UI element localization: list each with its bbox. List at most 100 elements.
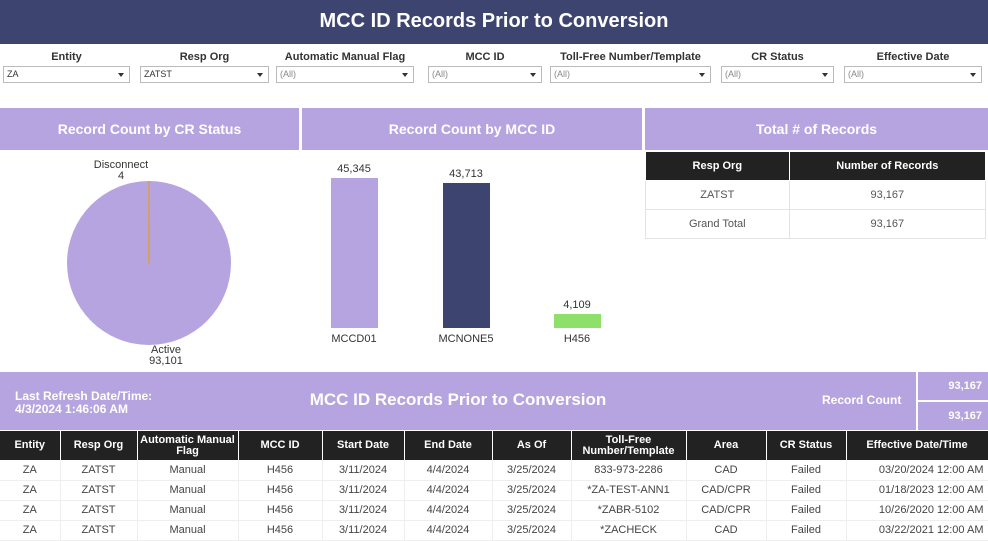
filter-label: CR Status: [751, 51, 804, 63]
column-header-toll-free-number-template[interactable]: Toll-Free Number/Template: [571, 431, 687, 460]
chevron-down-icon: [970, 73, 976, 77]
column-header-cr-status[interactable]: CR Status: [766, 431, 847, 460]
filter-toll-free-number-template: Toll-Free Number/Template (All): [550, 50, 711, 83]
bar-h456[interactable]: [553, 314, 601, 328]
table-cell: Manual: [137, 500, 239, 521]
filter-effective-date: Effective Date (All): [844, 50, 982, 83]
table-cell: Failed: [766, 520, 847, 541]
filter-label: Resp Org: [179, 51, 230, 63]
table-cell: 3/25/2024: [492, 520, 572, 541]
table-cell: Manual: [137, 460, 239, 481]
totals-cell: 93,167: [788, 209, 987, 239]
table-row[interactable]: ZA ZATST Manual H456 3/11/2024 4/4/2024 3/25/2…: [0, 500, 988, 521]
table-row[interactable]: ZA ZATST Manual H456 3/11/2024 4/4/2024 3/25/2…: [0, 480, 988, 501]
totals-header-number-of-records: Number of Records: [788, 151, 987, 181]
chevron-down-icon: [530, 73, 536, 77]
filter-dropdown-resp-org[interactable]: ZATST: [140, 66, 269, 83]
table-cell: CAD/CPR: [686, 500, 767, 521]
table-cell: 3/11/2024: [322, 520, 405, 541]
column-header-resp-org[interactable]: Resp Org: [60, 431, 138, 460]
filter-label: Toll-Free Number/Template: [560, 51, 701, 63]
mcc-id-bar-chart: 45,345 MCCD01 43,713 MCNONE5 4,109 H456: [302, 150, 642, 370]
records-table: Entity Resp Org Automatic Manual Flag MCC I…: [0, 431, 988, 541]
table-row[interactable]: ZA ZATST Manual H456 3/11/2024 4/4/2024 3/25/2…: [0, 520, 988, 541]
table-cell: ZA: [0, 480, 61, 501]
table-row[interactable]: ZA ZATST Manual H456 3/11/2024 4/4/2024 3/25/2…: [0, 460, 988, 481]
mcc-id-panel-title: Record Count by MCC ID: [302, 108, 642, 150]
table-cell: Failed: [766, 480, 847, 501]
record-count-value-2: 93,167: [918, 402, 988, 430]
records-banner: Last Refresh Date/Time: 4/3/2024 1:46:06…: [0, 372, 916, 430]
filter-dropdown-toll-free-number-template[interactable]: (All): [550, 66, 711, 83]
table-cell: 10/26/2020 12:00 AM: [846, 500, 988, 521]
pie-value-disconnect: 4: [117, 170, 125, 182]
table-cell: 3/11/2024: [322, 460, 405, 481]
table-cell: Manual: [137, 520, 239, 541]
column-header-entity[interactable]: Entity: [0, 431, 61, 460]
table-cell: 4/4/2024: [404, 460, 493, 481]
record-count-value: 93,167: [918, 372, 988, 400]
filter-dropdown-automatic-manual-flag[interactable]: (All): [276, 66, 414, 83]
filter-entity: Entity ZA: [3, 50, 130, 83]
filter-label: MCC ID: [465, 51, 505, 63]
chevron-down-icon: [822, 73, 828, 77]
total-records-panel-title: Total # of Records: [645, 108, 988, 150]
table-cell: 4/4/2024: [404, 480, 493, 501]
table-cell: 4/4/2024: [404, 500, 493, 521]
table-cell: Failed: [766, 500, 847, 521]
filter-dropdown-cr-status[interactable]: (All): [721, 66, 834, 83]
last-refresh: Last Refresh Date/Time: 4/3/2024 1:46:06…: [15, 390, 152, 416]
column-header-automatic-manual-flag[interactable]: Automatic Manual Flag: [137, 431, 239, 460]
records-title: MCC ID Records Prior to Conversion: [309, 390, 607, 409]
totals-cell: 93,167: [788, 180, 987, 210]
table-cell: ZATST: [60, 480, 138, 501]
filter-mcc-id: MCC ID (All): [428, 50, 542, 83]
bar-value-label: 43,713: [449, 168, 483, 181]
bar-category-label: MCNONE5: [438, 333, 494, 345]
table-cell: 4/4/2024: [404, 520, 493, 541]
record-count-label: Record Count: [822, 393, 902, 407]
column-header-end-date[interactable]: End Date: [404, 431, 493, 460]
bar-mccd01[interactable]: [330, 178, 378, 328]
cr-status-panel-title: Record Count by CR Status: [0, 108, 299, 150]
pie-label-disconnect: Disconnect 4: [85, 160, 157, 182]
total-records-table: Resp Org Number of Records ZATST 93,167 Gra…: [645, 151, 987, 239]
column-header-area[interactable]: Area: [686, 431, 767, 460]
column-header-as-of[interactable]: As Of: [492, 431, 572, 460]
last-refresh-value: 4/3/2024 1:46:06 AM: [15, 402, 128, 416]
pie-svg: [67, 180, 231, 345]
filter-label: Entity: [51, 51, 82, 63]
chevron-down-icon: [699, 73, 705, 77]
column-header-mcc-id[interactable]: MCC ID: [238, 431, 323, 460]
table-cell: H456: [238, 500, 323, 521]
filter-dropdown-mcc-id[interactable]: (All): [428, 66, 542, 83]
table-cell: 833-973-2286: [571, 460, 687, 481]
table-cell: *ZABR-5102: [571, 500, 687, 521]
last-refresh-label: Last Refresh Date/Time:: [15, 389, 153, 403]
column-header-effective-date-time[interactable]: Effective Date/Time: [846, 431, 988, 460]
bar-mcnone5[interactable]: [442, 183, 490, 328]
table-cell: ZATST: [60, 520, 138, 541]
table-cell: 03/22/2021 12:00 AM: [846, 520, 988, 541]
table-cell: ZATST: [60, 500, 138, 521]
filter-resp-org: Resp Org ZATST: [140, 50, 269, 83]
table-cell: *ZACHECK: [571, 520, 687, 541]
bar-value-label: 45,345: [337, 163, 371, 175]
table-cell: H456: [238, 520, 323, 541]
table-cell: H456: [238, 460, 323, 481]
bar-category-label: H456: [563, 333, 591, 345]
filter-dropdown-effective-date[interactable]: (All): [844, 66, 982, 83]
column-header-start-date[interactable]: Start Date: [322, 431, 405, 460]
filter-label: Effective Date: [876, 51, 950, 63]
totals-row: Grand Total 93,167: [645, 209, 987, 239]
filter-cr-status: CR Status (All): [721, 50, 834, 83]
totals-header-resp-org: Resp Org: [645, 151, 790, 181]
filter-value: ZATST: [144, 69, 172, 79]
pie-value-active: 93,101: [149, 355, 183, 367]
bar-value-label: 4,109: [563, 299, 591, 312]
filter-value: (All): [554, 69, 570, 79]
table-cell: 3/11/2024: [322, 480, 405, 501]
filter-value: (All): [725, 69, 741, 79]
filter-dropdown-entity[interactable]: ZA: [3, 66, 130, 83]
chevron-down-icon: [402, 73, 408, 77]
